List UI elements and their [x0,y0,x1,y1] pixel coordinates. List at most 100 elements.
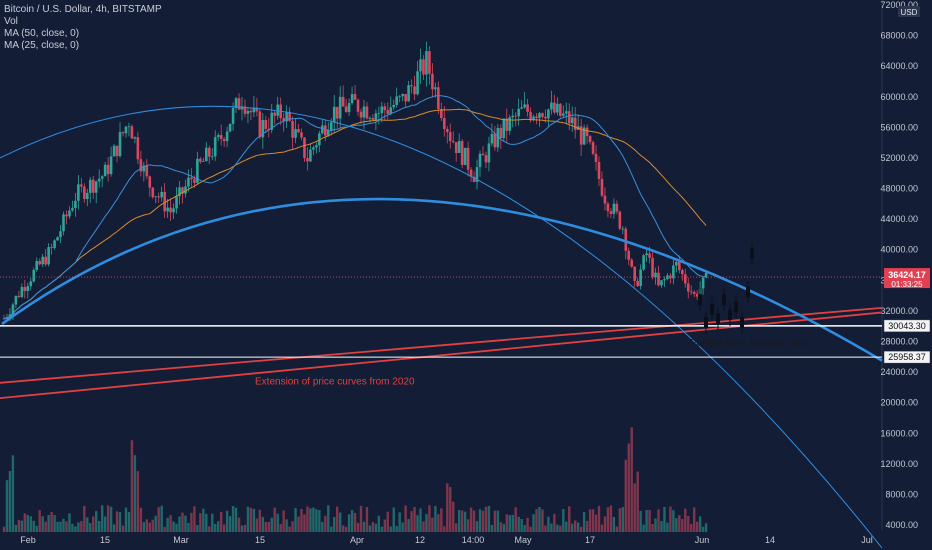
candle-body [434,87,437,90]
volume-bar [434,506,437,532]
volume-bar [675,518,678,532]
volume-bar [124,507,128,532]
volume-bar [407,518,410,532]
volume-bar [597,505,601,532]
volume-bar [270,517,273,532]
candle-body [202,161,205,162]
candle-body [225,131,229,142]
volume-bar [532,514,535,532]
candle-body [615,203,619,212]
indicator-vol[interactable]: Vol [4,16,18,27]
volume-bar [38,510,41,532]
candle-body [309,149,312,162]
candle-body [2,318,6,320]
x-tick-label: Feb [20,535,36,545]
candle-body [196,158,199,183]
candle-body [139,159,143,172]
y-tick-label: 64000.00 [880,61,918,71]
candle-body [609,211,613,214]
candle-body [490,133,494,144]
annotation-pattern: Pattern from January 2021 [690,338,809,349]
volume-bar [553,513,556,532]
candle-body [59,231,62,238]
volume-bar [693,507,696,532]
x-tick-label: 12 [415,535,425,545]
candle-body [582,127,586,145]
candle-body [115,145,119,157]
projection-candle-body [704,317,708,328]
volume-bar [672,510,675,532]
volume-bar [487,505,491,532]
candle-body [88,179,92,193]
volume-bar [618,508,622,532]
volume-bar [324,515,327,532]
volume-bar [362,521,366,532]
volume-bar [594,514,598,532]
volume-bar [56,521,59,532]
symbol-title[interactable]: Bitcoin / U.S. Dollar, 4h, BITSTAMP [4,4,162,15]
candle-body [205,147,208,162]
candle-body [219,135,223,139]
volume-bar [163,526,166,532]
candle-body [648,253,651,258]
volume-bar [44,521,47,532]
volume-bar [401,522,404,532]
candle-body [621,228,625,230]
candle-body [106,164,110,175]
candle-body [297,129,300,133]
candle-body [660,280,663,286]
volume-bar [704,523,708,532]
x-tick-label: Mar [173,535,189,545]
x-tick-label: 14:00 [462,535,485,545]
candle-body [556,103,559,113]
candle-body [529,111,532,120]
volume-bar [142,522,146,532]
volume-bar [359,505,363,532]
candle-body [11,304,15,315]
candle-body [321,125,324,134]
volume-bar [255,518,259,532]
candle-body [374,113,378,120]
candle-body [341,96,345,107]
volume-bar [684,508,687,532]
candle-body [181,187,184,194]
volume-bar [514,507,517,532]
candle-body [597,161,601,179]
volume-bar [663,507,666,532]
candle-body [463,147,467,165]
candle-body [431,73,434,90]
candle-body [213,137,217,157]
candle-body [437,87,440,110]
volume-bar [562,508,565,532]
candle-body [377,113,381,114]
projection-candle-body [750,248,754,259]
projection-candle-body [740,317,744,328]
y-tick-label: 8000.00 [885,489,918,499]
candle-body [669,275,672,279]
candle-body [306,158,309,162]
volume-bar [282,510,285,532]
candle-body [240,106,244,110]
volume-bar [330,526,333,532]
candle-body [383,106,387,111]
candle-body [234,98,238,109]
candle-body [484,155,488,163]
volume-bar [544,525,547,532]
candle-body [187,177,190,187]
candle-body [252,107,256,113]
candle-body [559,103,562,116]
indicator-ma25[interactable]: MA (25, close, 0) [4,40,80,51]
volume-bar [157,507,160,532]
volume-bar [419,508,422,532]
candle-body [74,200,77,209]
candle-body [538,113,541,118]
candle-body [407,85,410,102]
candle-body [264,120,268,129]
candle-body [672,265,675,279]
candle-body [445,129,449,132]
volume-bar [26,515,29,532]
indicator-ma50[interactable]: MA (50, close, 0) [4,28,80,39]
volume-bar [452,501,455,532]
volume-bar [252,508,256,532]
